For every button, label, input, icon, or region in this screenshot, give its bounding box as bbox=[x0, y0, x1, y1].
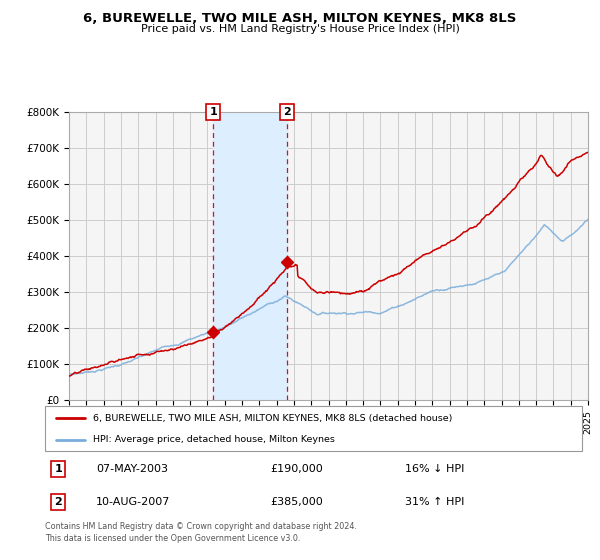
Text: 10-AUG-2007: 10-AUG-2007 bbox=[96, 497, 170, 507]
Text: £190,000: £190,000 bbox=[271, 464, 323, 474]
FancyBboxPatch shape bbox=[45, 406, 582, 451]
Text: 2: 2 bbox=[55, 497, 62, 507]
Bar bbox=[214, 112, 287, 400]
Text: 07-MAY-2003: 07-MAY-2003 bbox=[96, 464, 168, 474]
Text: 6, BUREWELLE, TWO MILE ASH, MILTON KEYNES, MK8 8LS: 6, BUREWELLE, TWO MILE ASH, MILTON KEYNE… bbox=[83, 12, 517, 25]
Text: 2: 2 bbox=[283, 107, 291, 117]
Text: Contains HM Land Registry data © Crown copyright and database right 2024.
This d: Contains HM Land Registry data © Crown c… bbox=[45, 522, 357, 543]
Text: 16% ↓ HPI: 16% ↓ HPI bbox=[405, 464, 464, 474]
Text: 6, BUREWELLE, TWO MILE ASH, MILTON KEYNES, MK8 8LS (detached house): 6, BUREWELLE, TWO MILE ASH, MILTON KEYNE… bbox=[94, 414, 453, 423]
Text: 1: 1 bbox=[209, 107, 217, 117]
Text: Price paid vs. HM Land Registry's House Price Index (HPI): Price paid vs. HM Land Registry's House … bbox=[140, 24, 460, 34]
Text: 31% ↑ HPI: 31% ↑ HPI bbox=[405, 497, 464, 507]
Text: 1: 1 bbox=[55, 464, 62, 474]
Text: £385,000: £385,000 bbox=[271, 497, 323, 507]
Text: HPI: Average price, detached house, Milton Keynes: HPI: Average price, detached house, Milt… bbox=[94, 435, 335, 444]
